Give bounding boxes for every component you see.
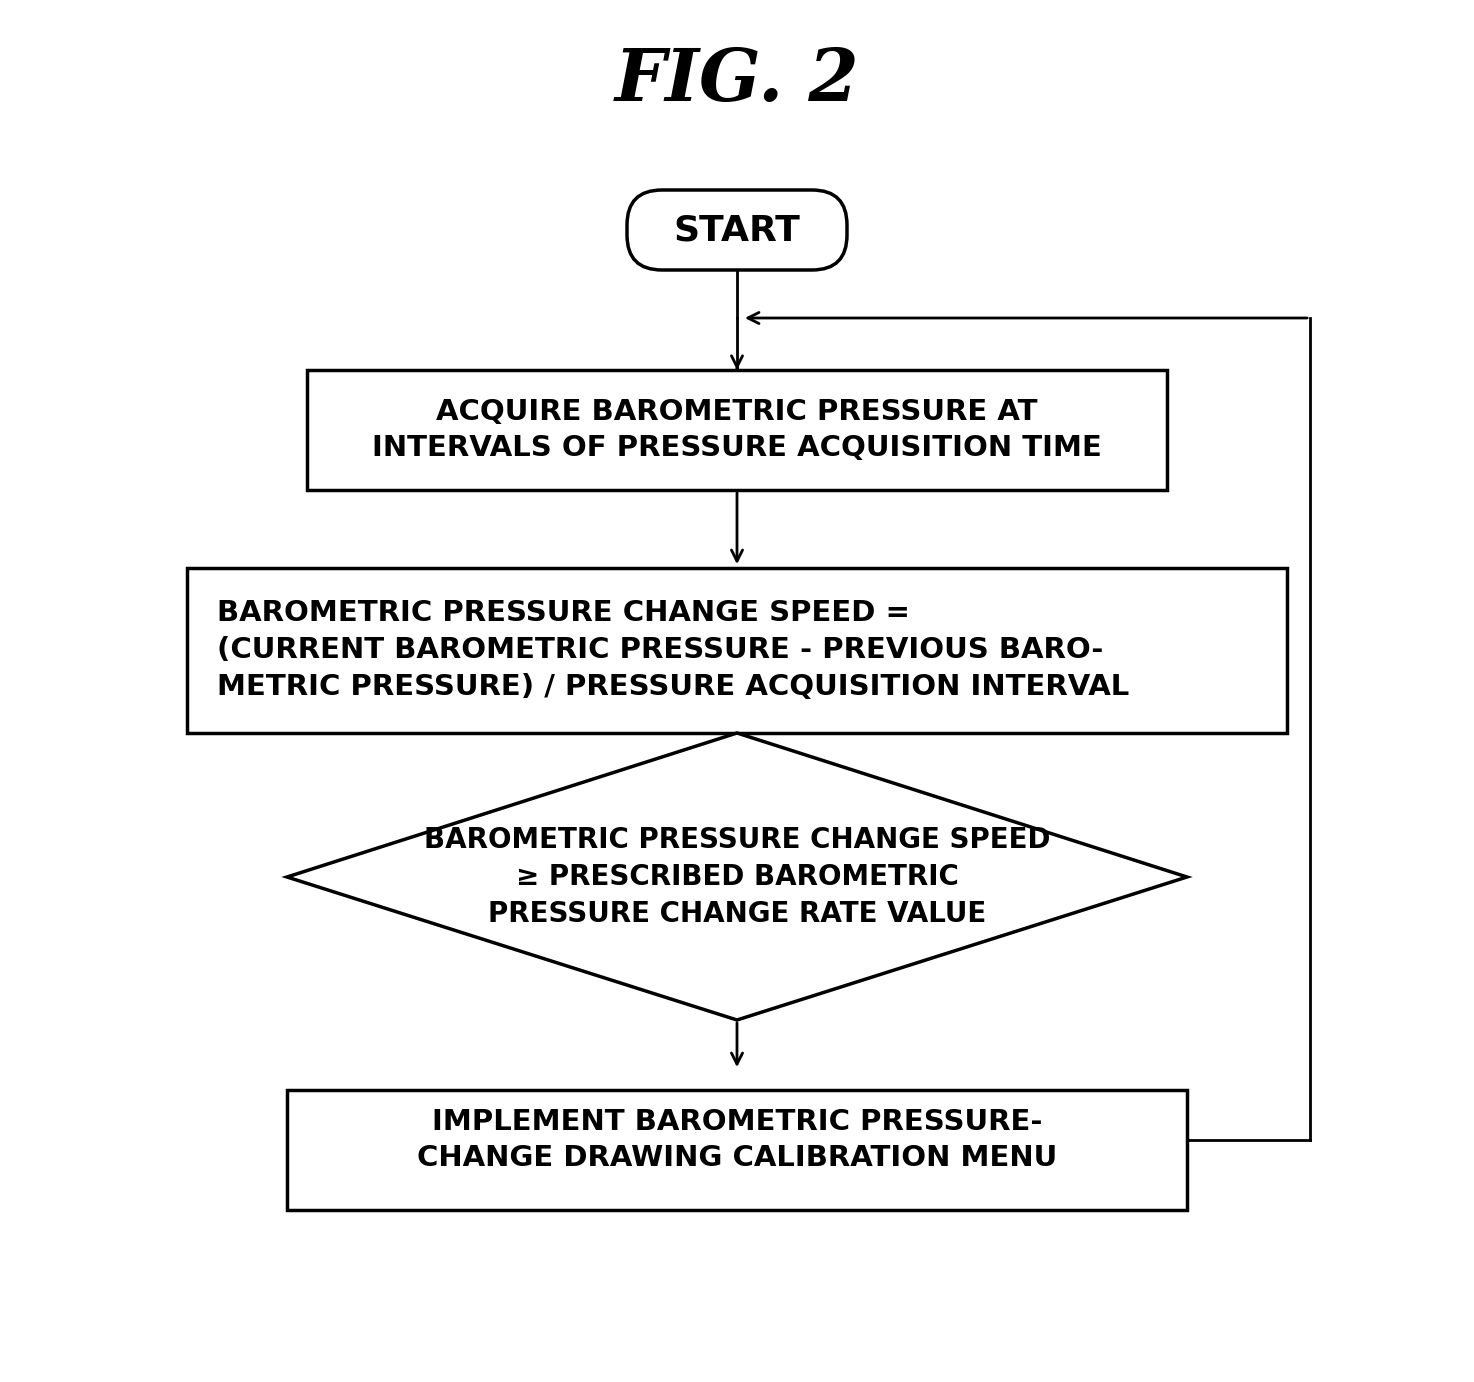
Text: ACQUIRE BAROMETRIC PRESSURE AT
INTERVALS OF PRESSURE ACQUISITION TIME: ACQUIRE BAROMETRIC PRESSURE AT INTERVALS… [371,398,1103,463]
FancyBboxPatch shape [307,370,1167,491]
Polygon shape [287,732,1187,1020]
Text: IMPLEMENT BAROMETRIC PRESSURE-
CHANGE DRAWING CALIBRATION MENU: IMPLEMENT BAROMETRIC PRESSURE- CHANGE DR… [417,1107,1057,1172]
Text: BAROMETRIC PRESSURE CHANGE SPEED
≥ PRESCRIBED BAROMETRIC
PRESSURE CHANGE RATE VA: BAROMETRIC PRESSURE CHANGE SPEED ≥ PRESC… [423,826,1051,927]
FancyBboxPatch shape [187,568,1287,732]
Text: FIG. 2: FIG. 2 [615,44,859,116]
FancyBboxPatch shape [287,1090,1187,1211]
Text: BAROMETRIC PRESSURE CHANGE SPEED =
(CURRENT BAROMETRIC PRESSURE - PREVIOUS BARO-: BAROMETRIC PRESSURE CHANGE SPEED = (CURR… [217,600,1129,701]
Text: START: START [674,213,800,247]
FancyBboxPatch shape [626,189,848,269]
